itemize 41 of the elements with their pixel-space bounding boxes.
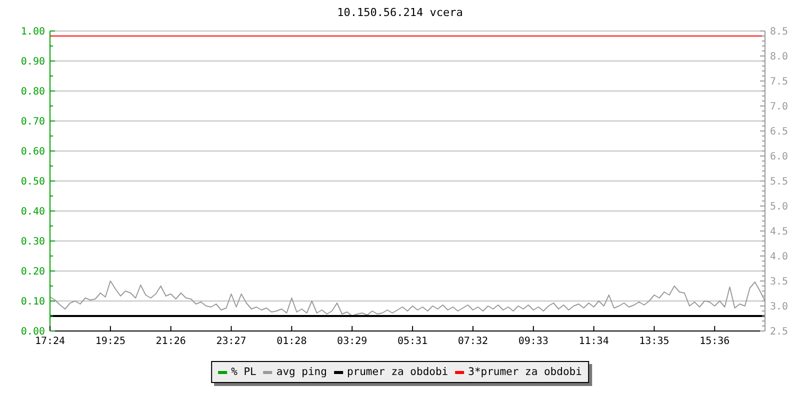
y-tick-label: 0.30 <box>20 236 45 248</box>
y-tick-label: 0.80 <box>20 86 45 98</box>
y2-tick-label: 7.5 <box>770 76 788 88</box>
x-tick-label: 09:33 <box>518 336 548 348</box>
y2-tick-label: 3.0 <box>770 302 788 312</box>
x-tick-label: 11:34 <box>578 336 609 348</box>
legend-label: prumer za obdobi <box>346 366 448 378</box>
y-tick-label: 0.50 <box>20 176 45 188</box>
y2-tick-label: 5.5 <box>770 176 788 188</box>
legend-label: % PL <box>231 366 256 378</box>
x-tick-label: 17:24 <box>34 336 66 348</box>
x-tick-label: 05:31 <box>397 336 428 348</box>
y-tick-label: 0.90 <box>20 56 45 68</box>
y2-tick-label: 6.5 <box>770 126 788 138</box>
y-tick-label: 1.00 <box>20 26 45 38</box>
y-tick-label: 0.60 <box>20 146 45 158</box>
y-tick-label: 0.70 <box>20 116 45 128</box>
y-tick-label: 0.20 <box>20 266 45 278</box>
y2-tick-label: 4.5 <box>770 226 788 238</box>
legend-label: 3*prumer za obdobi <box>468 366 582 378</box>
y2-tick-label: 8.5 <box>770 26 788 38</box>
x-tick-label: 01:28 <box>276 336 307 348</box>
chart-title: 10.150.56.214 vcera <box>336 6 464 19</box>
y-tick-label: 0.10 <box>20 296 45 308</box>
y2-tick-label: 7.0 <box>770 102 788 112</box>
x-tick-label: 15:36 <box>700 336 730 348</box>
y2-tick-label: 6.0 <box>770 152 788 162</box>
y2-tick-label: 2.5 <box>770 326 788 338</box>
y2-tick-label: 3.5 <box>770 276 788 288</box>
y2-tick-label: 5.0 <box>770 202 788 212</box>
x-tick-label: 23:27 <box>216 336 246 348</box>
x-tick-label: 19:25 <box>95 336 126 348</box>
x-tick-label: 03:29 <box>337 336 368 348</box>
y-tick-label: 0.40 <box>20 206 45 218</box>
y-tick-label: 0.00 <box>20 326 45 338</box>
x-tick-label: 07:32 <box>458 336 488 348</box>
y2-tick-label: 4.0 <box>770 252 788 262</box>
x-tick-label: 13:35 <box>639 336 670 348</box>
x-tick-label: 21:26 <box>156 336 186 348</box>
y2-tick-label: 8.0 <box>770 52 788 62</box>
legend-label: avg ping <box>276 366 327 378</box>
